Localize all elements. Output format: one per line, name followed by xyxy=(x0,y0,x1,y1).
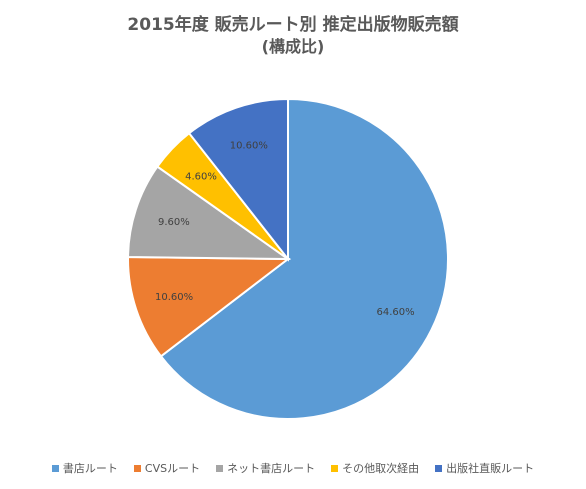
pie-slice-0 xyxy=(159,97,449,420)
legend-swatch xyxy=(133,464,141,472)
legend-label: 書店ルート xyxy=(62,462,118,475)
chart-legend: 書店ルート CVSルート ネット書店ルート その他取次経由 出版社直販ルート xyxy=(0,460,586,476)
slice-data-label-1: 10.60% xyxy=(155,292,193,303)
legend-item-3: その他取次経由 xyxy=(331,460,419,476)
pie-slice-1 xyxy=(127,255,291,358)
legend-item-2: ネット書店ルート xyxy=(216,460,315,476)
slice-data-label-0: 64.60% xyxy=(377,307,415,318)
chart-subtitle: (構成比) xyxy=(261,37,325,56)
legend-swatch xyxy=(331,464,339,472)
legend-item-4: 出版社直販ルート xyxy=(435,460,534,476)
slice-data-label-2: 9.60% xyxy=(158,217,190,228)
legend-label: ネット書店ルート xyxy=(227,462,316,475)
chart-title: 2015年度 販売ルート別 推定出版物販売額 xyxy=(127,15,459,35)
slice-data-label-4: 10.60% xyxy=(230,141,268,152)
legend-label: CVSルート xyxy=(144,462,201,475)
legend-label: 出版社直販ルート xyxy=(446,462,535,475)
pie-slice-4 xyxy=(187,97,289,262)
pie-slice-2 xyxy=(127,165,292,261)
legend-label: その他取次経由 xyxy=(342,462,420,475)
legend-swatch xyxy=(216,464,224,472)
chart-title-block: 2015年度 販売ルート別 推定出版物販売額 (構成比) xyxy=(0,14,586,58)
legend-swatch xyxy=(51,464,59,472)
legend-swatch xyxy=(435,464,443,472)
legend-item-0: 書店ルート xyxy=(51,460,118,476)
slice-data-label-3: 4.60% xyxy=(185,171,217,182)
legend-item-1: CVSルート xyxy=(133,460,201,476)
